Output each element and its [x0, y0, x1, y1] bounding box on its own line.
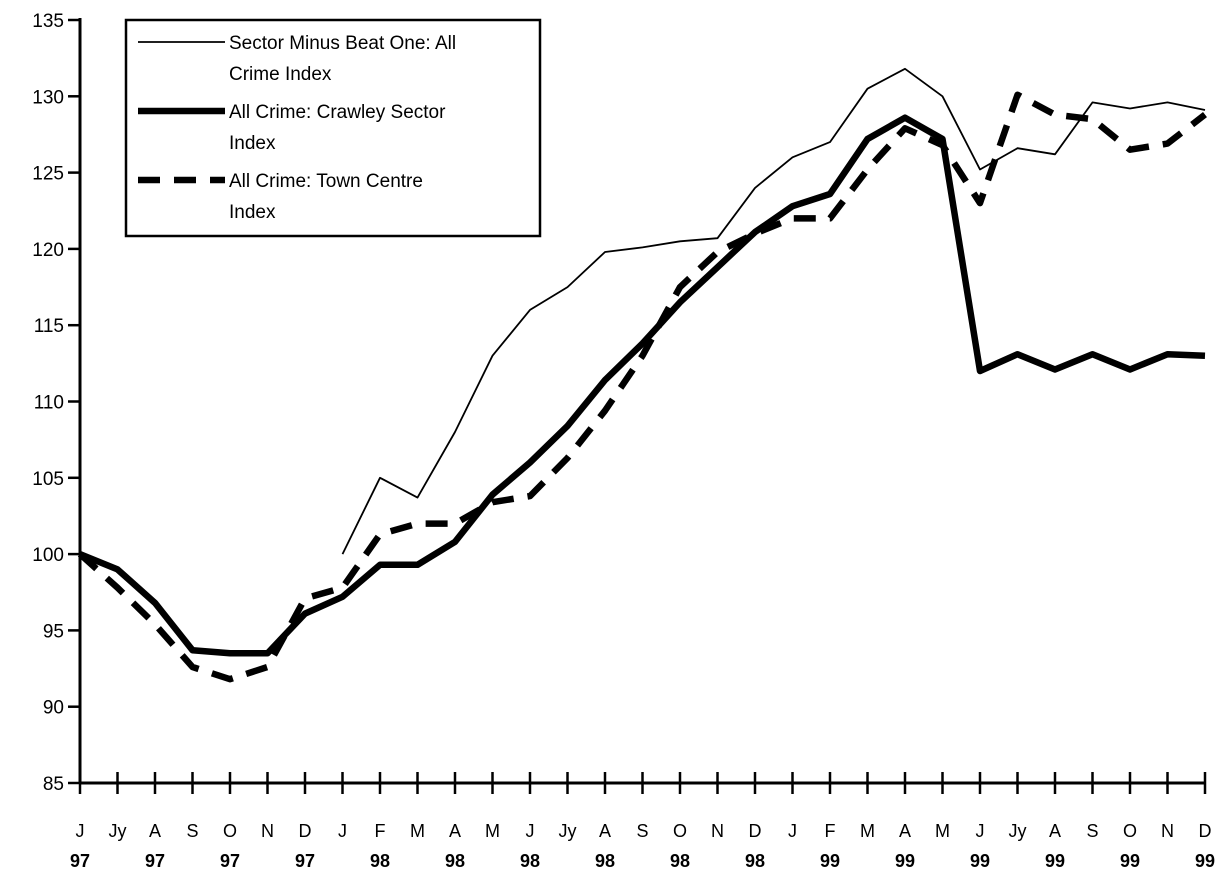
x-tick-label: N	[711, 821, 724, 841]
x-tick-label: J	[788, 821, 797, 841]
legend-label: All Crime: Town Centre	[229, 171, 423, 192]
x-tick-label: J	[526, 821, 535, 841]
x-tick-label: A	[1049, 821, 1061, 841]
x-year-label: 98	[520, 851, 540, 871]
y-tick-label: 135	[32, 11, 64, 32]
x-tick-label: Jy	[559, 821, 577, 841]
x-year-label: 99	[820, 851, 840, 871]
x-tick-label: J	[76, 821, 85, 841]
x-tick-label: D	[299, 821, 312, 841]
y-tick-label: 95	[43, 621, 64, 642]
x-tick-label: A	[149, 821, 161, 841]
y-tick-label: 130	[32, 87, 64, 108]
x-tick-label: M	[860, 821, 875, 841]
series-line-dashed	[77, 91, 1207, 683]
y-tick-label: 110	[34, 393, 64, 414]
x-year-label: 99	[1195, 851, 1215, 871]
x-tick-label: F	[375, 821, 386, 841]
x-year-label: 99	[970, 851, 990, 871]
x-tick-label: A	[899, 821, 911, 841]
legend-label: Index	[229, 202, 276, 223]
x-tick-label: N	[1161, 821, 1174, 841]
x-tick-label: S	[636, 821, 648, 841]
series-line-thin	[341, 67, 1206, 555]
x-year-label: 97	[145, 851, 165, 871]
x-year-label: 98	[370, 851, 390, 871]
y-tick-label: 125	[32, 164, 64, 185]
y-tick-label: 85	[43, 774, 64, 795]
y-tick-label: 90	[43, 698, 64, 719]
x-tick-label: S	[186, 821, 198, 841]
x-axis: J 97 Jy A 97 S O 97 N D 97 J F 98 M A 98 M J 98 Jy A 98 S O 98 N D 9…	[70, 772, 1215, 871]
x-year-label: 97	[295, 851, 315, 871]
x-year-label: 97	[220, 851, 240, 871]
x-tick-label: O	[673, 821, 687, 841]
legend-label: Index	[229, 133, 276, 154]
x-tick-label: D	[1199, 821, 1212, 841]
y-tick-label: 120	[32, 240, 64, 261]
x-tick-label: N	[261, 821, 274, 841]
x-year-label: 97	[70, 851, 90, 871]
x-year-label: 99	[895, 851, 915, 871]
x-tick-label: M	[410, 821, 425, 841]
x-tick-label: J	[976, 821, 985, 841]
x-tick-label: S	[1086, 821, 1098, 841]
x-tick-label: F	[825, 821, 836, 841]
y-tick-label: 105	[32, 469, 64, 490]
y-tick-label: 100	[32, 545, 64, 566]
x-tick-label: D	[749, 821, 762, 841]
series-lines	[77, 67, 1207, 683]
x-year-label: 99	[1045, 851, 1065, 871]
y-tick-label: 115	[34, 316, 64, 337]
legend-box	[124, 18, 542, 238]
x-tick-label: Jy	[1009, 821, 1027, 841]
x-tick-label: A	[599, 821, 611, 841]
x-tick-label: O	[1123, 821, 1137, 841]
y-axis: 85 90 95 100 105 110 115 120 125 130 135	[32, 11, 82, 795]
legend-label: Crime Index	[229, 64, 332, 85]
x-year-label: 98	[595, 851, 615, 871]
series-line-thick	[78, 114, 1206, 657]
x-tick-label: M	[935, 821, 950, 841]
legend: Sector Minus Beat One: All Crime Index All…	[124, 18, 542, 238]
x-tick-label: Jy	[109, 821, 127, 841]
x-year-label: 98	[670, 851, 690, 871]
x-year-label: 99	[1120, 851, 1140, 871]
x-tick-label: J	[338, 821, 347, 841]
x-tick-label: A	[449, 821, 461, 841]
x-year-label: 98	[445, 851, 465, 871]
legend-label: All Crime: Crawley Sector	[229, 102, 446, 123]
x-tick-label: O	[223, 821, 237, 841]
legend-label: Sector Minus Beat One: All	[229, 33, 456, 54]
x-tick-label: M	[485, 821, 500, 841]
x-year-label: 98	[745, 851, 765, 871]
